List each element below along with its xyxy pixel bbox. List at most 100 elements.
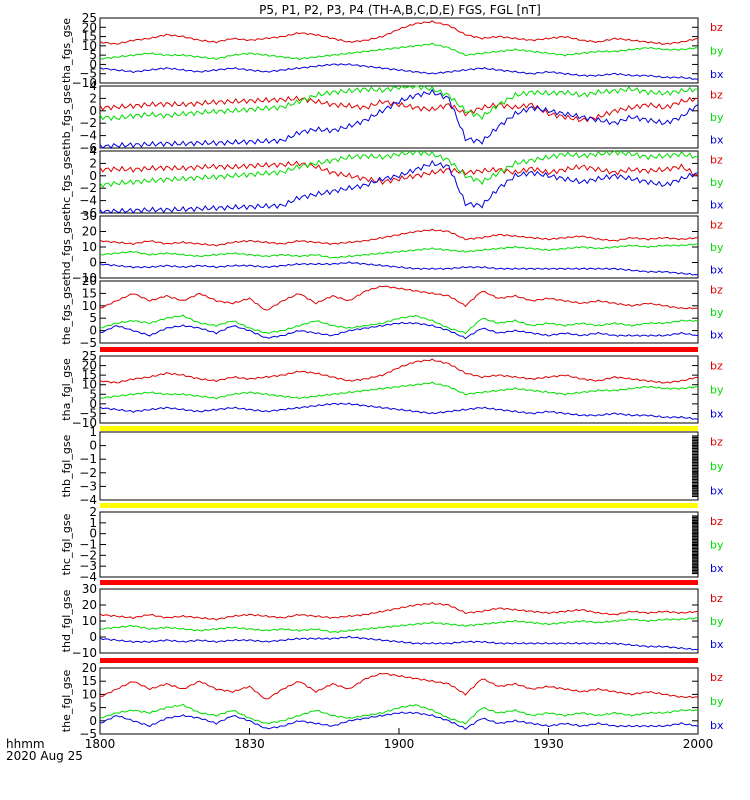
legend-bx: bx bbox=[710, 263, 724, 276]
y-tick-label: −3 bbox=[79, 479, 97, 493]
y-tick-label: 5 bbox=[89, 311, 97, 325]
legend-by: by bbox=[710, 384, 724, 397]
y-axis-label: thc_fgs_gse bbox=[60, 150, 73, 215]
y-tick-label: 30 bbox=[82, 582, 97, 596]
legend-bx: bx bbox=[710, 719, 724, 732]
y-tick-label: 0 bbox=[89, 439, 97, 453]
panel-frame bbox=[99, 667, 699, 735]
y-axis-label: thb_fgl_gse bbox=[60, 434, 73, 497]
panel-frame bbox=[99, 431, 699, 501]
y-tick-label: 5 bbox=[89, 701, 97, 715]
y-tick-label: 15 bbox=[82, 30, 97, 44]
y-tick-label: −4 bbox=[79, 570, 97, 584]
y-tick-label: 0 bbox=[89, 169, 97, 183]
y-tick-label: −10 bbox=[72, 271, 97, 285]
y-tick-label: 10 bbox=[82, 299, 97, 313]
y-tick-label: 25 bbox=[82, 349, 97, 363]
legend-by: by bbox=[710, 176, 724, 189]
legend-bz: bz bbox=[710, 515, 723, 528]
series-by-line bbox=[99, 243, 699, 259]
legend-bx: bx bbox=[710, 408, 724, 421]
y-tick-label: 0 bbox=[89, 714, 97, 728]
series-by-line bbox=[99, 150, 699, 188]
y-axis-label: thd_fgl_gse bbox=[60, 589, 73, 652]
y-tick-label: −5 bbox=[79, 67, 97, 81]
date-label: 2020 Aug 25 bbox=[6, 749, 83, 763]
y-tick-label: 0 bbox=[89, 324, 97, 338]
y-tick-label: 5 bbox=[89, 387, 97, 401]
legend-bz: bz bbox=[710, 592, 723, 605]
time-label: hhmm bbox=[6, 737, 45, 751]
legend-bz: bz bbox=[710, 284, 723, 297]
y-tick-label: −4 bbox=[79, 129, 97, 143]
y-tick-label: −6 bbox=[79, 206, 97, 220]
panel-frame bbox=[99, 511, 699, 578]
y-axis-label: thb_fgs_gse bbox=[60, 84, 73, 150]
legend-by: by bbox=[710, 45, 724, 58]
legend-bx: bx bbox=[710, 638, 724, 651]
legend-by: by bbox=[710, 615, 724, 628]
y-axis-label: thd_fgs_gse bbox=[60, 214, 73, 280]
legend-bz: bz bbox=[710, 21, 723, 34]
legend-by: by bbox=[710, 306, 724, 319]
legend-bx: bx bbox=[710, 328, 724, 341]
y-axis-label: tha_fgl_gse bbox=[60, 358, 73, 421]
y-tick-label: 4 bbox=[89, 144, 97, 158]
panel-8: 210−1−2−3−4 thc_fgl_gse bz by bx bbox=[60, 505, 724, 584]
series-bz-line bbox=[99, 20, 699, 45]
x-tick-label: 1830 bbox=[234, 737, 265, 751]
legend-by: by bbox=[710, 695, 724, 708]
y-tick-label: 2 bbox=[89, 505, 97, 519]
panel-frame bbox=[99, 355, 699, 424]
series-bx-line bbox=[99, 63, 699, 80]
y-tick-label: 2 bbox=[89, 91, 97, 105]
legend-bz: bz bbox=[710, 671, 723, 684]
legend-bx: bx bbox=[710, 562, 724, 575]
status-bar-red bbox=[100, 658, 698, 663]
legend-by: by bbox=[710, 460, 724, 473]
y-tick-label: 0 bbox=[89, 630, 97, 644]
series-bz-line bbox=[99, 358, 699, 384]
legend-bx: bx bbox=[710, 198, 724, 211]
legend-by: by bbox=[710, 241, 724, 254]
y-tick-label: 0 bbox=[89, 256, 97, 270]
series-by-line bbox=[99, 314, 699, 335]
series-bx-line bbox=[99, 261, 699, 276]
x-tick-label: 1930 bbox=[533, 737, 564, 751]
y-axis-label: the_fgs_gse bbox=[60, 279, 73, 344]
series-by-line bbox=[99, 617, 699, 633]
y-tick-label: 10 bbox=[82, 39, 97, 53]
y-tick-label: −2 bbox=[79, 548, 97, 562]
y-tick-label: −2 bbox=[79, 466, 97, 480]
y-axis-label: tha_fgs_gse bbox=[60, 18, 73, 83]
series-bx-line bbox=[99, 635, 699, 651]
y-tick-label: −5 bbox=[79, 406, 97, 420]
y-tick-label: −10 bbox=[72, 416, 97, 430]
series-bz-line bbox=[99, 160, 699, 185]
series-bx-line bbox=[99, 159, 699, 214]
y-tick-label: 30 bbox=[82, 209, 97, 223]
y-tick-label: 10 bbox=[82, 240, 97, 254]
series-bz-line bbox=[99, 672, 699, 700]
y-tick-label: 20 bbox=[82, 225, 97, 239]
panel-frame bbox=[99, 280, 699, 344]
y-tick-label: −6 bbox=[79, 141, 97, 155]
y-tick-label: −1 bbox=[79, 538, 97, 552]
y-tick-label: 10 bbox=[82, 687, 97, 701]
y-tick-label: 5 bbox=[89, 48, 97, 62]
panel-frame bbox=[99, 150, 699, 214]
series-bz-line bbox=[99, 285, 699, 311]
y-tick-label: −10 bbox=[72, 646, 97, 660]
y-axis-label: thc_fgl_gse bbox=[60, 513, 73, 575]
legend-bx: bx bbox=[710, 133, 724, 146]
legend-bz: bz bbox=[710, 219, 723, 232]
y-tick-label: −4 bbox=[79, 194, 97, 208]
series-by-line bbox=[99, 703, 699, 725]
legend-bz: bz bbox=[710, 154, 723, 167]
